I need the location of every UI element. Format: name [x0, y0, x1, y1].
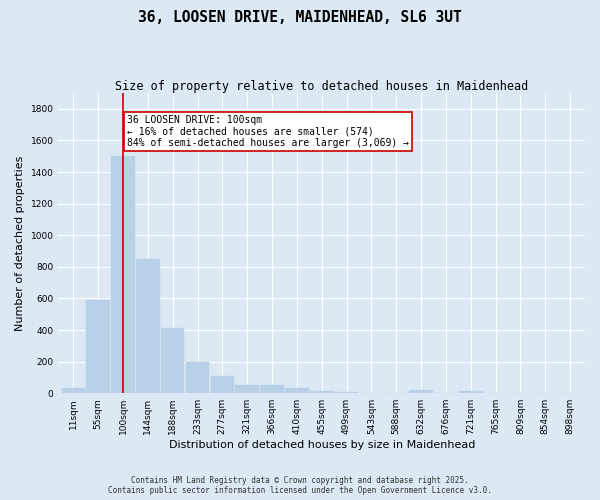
- Bar: [186, 362, 209, 393]
- Text: 36 LOOSEN DRIVE: 100sqm
← 16% of detached houses are smaller (574)
84% of semi-d: 36 LOOSEN DRIVE: 100sqm ← 16% of detache…: [127, 115, 409, 148]
- Bar: [111, 156, 135, 393]
- Bar: [211, 376, 234, 393]
- X-axis label: Distribution of detached houses by size in Maidenhead: Distribution of detached houses by size …: [169, 440, 475, 450]
- Bar: [86, 300, 110, 393]
- Bar: [310, 391, 334, 393]
- Y-axis label: Number of detached properties: Number of detached properties: [15, 156, 25, 331]
- Bar: [62, 388, 85, 393]
- Text: 36, LOOSEN DRIVE, MAIDENHEAD, SL6 3UT: 36, LOOSEN DRIVE, MAIDENHEAD, SL6 3UT: [138, 10, 462, 25]
- Text: Contains HM Land Registry data © Crown copyright and database right 2025.
Contai: Contains HM Land Registry data © Crown c…: [108, 476, 492, 495]
- Bar: [459, 391, 482, 393]
- Title: Size of property relative to detached houses in Maidenhead: Size of property relative to detached ho…: [115, 80, 529, 93]
- Bar: [335, 392, 358, 393]
- Bar: [260, 386, 284, 393]
- Bar: [285, 388, 308, 393]
- Bar: [136, 259, 160, 393]
- Bar: [409, 390, 433, 393]
- Bar: [235, 384, 259, 393]
- Bar: [161, 328, 184, 393]
